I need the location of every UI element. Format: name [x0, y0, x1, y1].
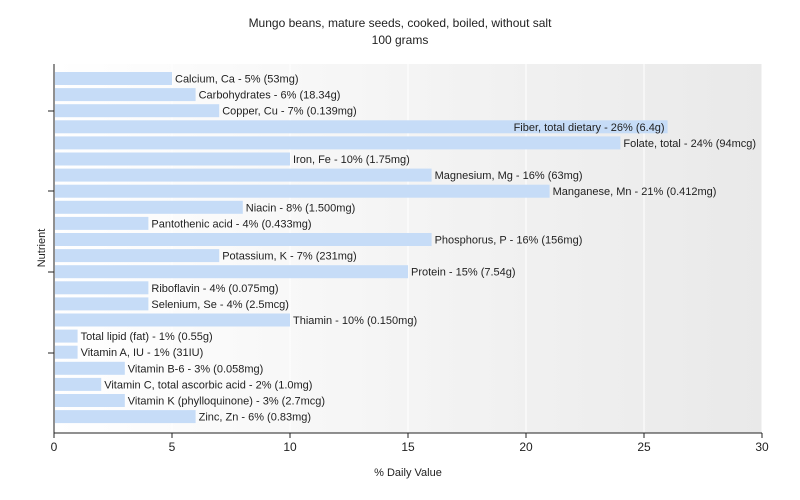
- chart-subtitle: 100 grams: [372, 33, 429, 47]
- bar: [55, 136, 621, 150]
- bar: [55, 394, 125, 407]
- bar: [55, 313, 290, 327]
- x-tick-label: 10: [283, 440, 297, 454]
- bar-label: Zinc, Zn - 6% (0.83mg): [199, 412, 311, 424]
- bar: [55, 200, 243, 214]
- bar-label: Protein - 15% (7.54g): [411, 267, 516, 279]
- bar-label: Phosphorus, P - 16% (156mg): [435, 235, 583, 247]
- bar: [55, 410, 196, 424]
- bar: [55, 249, 220, 263]
- bar-label: Niacin - 8% (1.500mg): [246, 202, 355, 214]
- bars: [55, 72, 668, 424]
- bar-label: Thiamin - 10% (0.150mg): [293, 315, 417, 327]
- x-axis-title: % Daily Value: [374, 467, 442, 479]
- x-tick-label: 0: [51, 440, 58, 454]
- bar: [55, 377, 102, 391]
- bar: [55, 88, 196, 102]
- y-axis-title: Nutrient: [36, 229, 48, 268]
- bar-label: Vitamin A, IU - 1% (31IU): [81, 347, 204, 359]
- bar-label: Vitamin K (phylloquinone) - 3% (2.7mcg): [128, 396, 325, 408]
- bar-label: Riboflavin - 4% (0.075mg): [151, 283, 278, 295]
- bar-label: Total lipid (fat) - 1% (0.55g): [81, 331, 213, 343]
- axes: 0 5 10 15 20 25 30: [48, 64, 769, 454]
- bar: [55, 72, 172, 85]
- bar-label: Calcium, Ca - 5% (53mg): [175, 74, 298, 86]
- bar-labels: Calcium, Ca - 5% (53mg) Carbohydrates - 6…: [81, 74, 756, 424]
- x-tick-label: 15: [401, 440, 415, 454]
- x-tick-label: 5: [169, 440, 176, 454]
- bar: [55, 281, 149, 295]
- bar: [55, 361, 125, 375]
- bar-label: Pantothenic acid - 4% (0.433mg): [151, 218, 311, 230]
- bar-label: Magnesium, Mg - 16% (63mg): [435, 170, 583, 182]
- bar: [55, 345, 78, 359]
- bar: [55, 104, 220, 118]
- bar: [55, 120, 668, 134]
- bar-label: Potassium, K - 7% (231mg): [222, 251, 357, 263]
- x-tick-label: 25: [637, 440, 651, 454]
- bar-label: Folate, total - 24% (94mcg): [623, 138, 756, 150]
- x-tick-label: 20: [519, 440, 533, 454]
- bar-label: Selenium, Se - 4% (2.5mcg): [151, 299, 289, 311]
- bar: [55, 216, 149, 230]
- bar: [55, 329, 78, 343]
- x-tick-label: 30: [755, 440, 769, 454]
- bar-label: Iron, Fe - 10% (1.75mg): [293, 154, 410, 166]
- bar-label: Vitamin B-6 - 3% (0.058mg): [128, 363, 264, 375]
- bar: [55, 265, 408, 279]
- bar: [55, 184, 550, 198]
- bar-label: Fiber, total dietary - 26% (6.4g): [514, 122, 665, 134]
- bar: [55, 152, 290, 166]
- bar-label: Vitamin C, total ascorbic acid - 2% (1.0…: [104, 379, 312, 391]
- bar: [55, 233, 432, 246]
- bar-label: Copper, Cu - 7% (0.139mg): [222, 106, 357, 118]
- chart-title: Mungo beans, mature seeds, cooked, boile…: [249, 16, 553, 30]
- bar-label: Manganese, Mn - 21% (0.412mg): [553, 186, 717, 198]
- bar: [55, 168, 432, 182]
- bar-label: Carbohydrates - 6% (18.34g): [199, 90, 341, 102]
- bar: [55, 297, 149, 311]
